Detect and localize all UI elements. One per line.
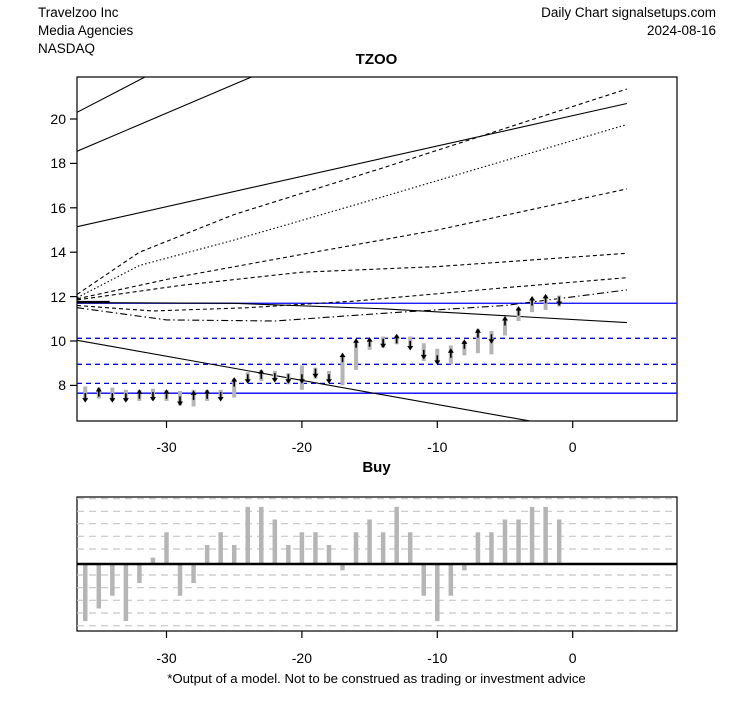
buy-bars <box>83 506 562 622</box>
down-arrow-marker <box>244 374 251 384</box>
down-arrow-marker <box>285 374 292 384</box>
up-arrow-marker <box>515 306 522 316</box>
down-arrow-marker <box>380 338 387 349</box>
buy-x-tick-label: -30 <box>156 650 177 666</box>
chart-type-label: Daily Chart signalsetups.com <box>541 5 716 20</box>
down-arrow-marker <box>420 349 427 360</box>
header-left: Travelzoo Inc Media Agencies NASDAQ <box>38 4 133 58</box>
down-arrow-marker <box>122 393 129 403</box>
price-chart-title: TZOO <box>355 51 398 68</box>
up-arrow-marker <box>474 328 481 338</box>
y-tick-label: 8 <box>58 377 66 394</box>
buy-x-tick-label: 0 <box>568 650 577 666</box>
up-arrow-marker <box>366 337 373 347</box>
down-arrow-marker <box>271 373 278 383</box>
down-arrow-marker <box>312 368 319 379</box>
buy-x-tick-label: -20 <box>291 650 312 666</box>
down-arrow-marker <box>177 396 184 406</box>
down-arrow-marker <box>488 334 495 344</box>
exchange-name: NASDAQ <box>38 41 96 56</box>
industry-name: Media Agencies <box>38 23 134 38</box>
up-arrow-marker <box>502 316 508 326</box>
y-axis-ticks <box>70 118 77 386</box>
up-arrow-marker <box>393 333 400 344</box>
up-arrow-marker <box>258 369 265 379</box>
main-plot-box <box>76 76 678 422</box>
y-tick-label: 20 <box>50 111 66 127</box>
down-arrow-marker <box>325 374 332 384</box>
x-tick-label: -20 <box>291 439 312 455</box>
buy-x-ticks <box>165 631 574 638</box>
down-arrow-marker <box>298 374 305 384</box>
x-tick-label: -30 <box>156 439 177 455</box>
disclaimer-text: *Output of a model. Not to be construed … <box>167 671 586 686</box>
y-tick-label: 10 <box>50 333 66 349</box>
signal-chart-title: Buy <box>362 459 391 476</box>
x-tick-label: -10 <box>427 439 448 455</box>
up-arrow-marker <box>542 293 549 304</box>
x-axis-ticks <box>165 421 574 428</box>
up-arrow-marker <box>447 348 454 358</box>
x-tick-label: 0 <box>568 439 577 455</box>
up-arrow-marker <box>204 389 211 399</box>
projection-fan-lines <box>77 77 628 421</box>
chart-date: 2024-08-16 <box>646 23 716 38</box>
up-arrow-marker <box>231 377 238 387</box>
down-arrow-marker <box>407 340 414 351</box>
price-candles <box>82 293 563 407</box>
y-tick-label: 14 <box>50 244 66 261</box>
up-arrow-marker <box>163 389 170 399</box>
support-resistance-lines <box>77 302 677 394</box>
header-right: Daily Chart signalsetups.com 2024-08-16 <box>541 4 716 40</box>
company-name: Travelzoo Inc <box>38 5 119 20</box>
up-arrow-marker <box>339 352 346 363</box>
down-arrow-marker <box>109 393 116 403</box>
up-arrow-marker <box>529 296 536 306</box>
down-arrow-marker <box>149 392 156 402</box>
down-arrow-marker <box>434 355 441 365</box>
buy-grid <box>77 498 677 627</box>
down-arrow-marker <box>217 392 224 402</box>
down-arrow-marker <box>556 296 563 307</box>
up-arrow-marker <box>95 387 102 397</box>
up-arrow-marker <box>353 338 360 348</box>
down-arrow-marker <box>82 393 89 403</box>
up-arrow-marker <box>461 339 468 349</box>
buy-x-tick-label: -10 <box>427 650 448 666</box>
up-arrow-marker <box>190 390 197 400</box>
y-tick-label: 16 <box>50 199 66 216</box>
y-tick-label: 18 <box>50 155 66 172</box>
up-arrow-marker <box>136 389 143 399</box>
y-tick-label: 12 <box>50 288 66 305</box>
